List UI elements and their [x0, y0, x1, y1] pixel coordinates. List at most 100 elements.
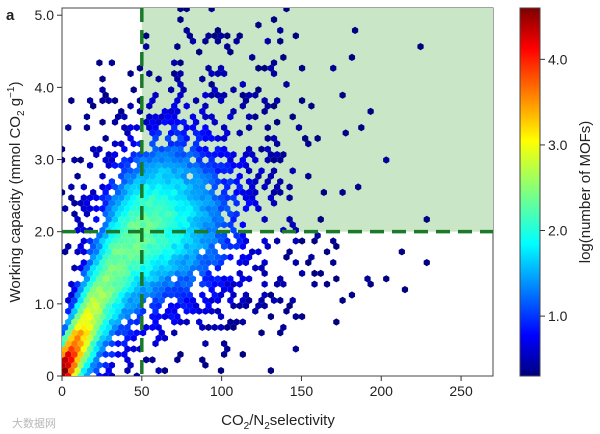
hexbin-cell [323, 280, 331, 288]
hexbin-cell [383, 275, 390, 283]
x-tick-label: 150 [290, 383, 314, 399]
hexbin-cell [86, 323, 94, 331]
hexbin-cell [146, 210, 153, 218]
hexbin-cell [133, 307, 140, 315]
hexbin-cell [164, 113, 172, 121]
hexbin-cell [174, 161, 181, 169]
hexbin-cell [252, 199, 259, 207]
hexbin-cell [270, 199, 278, 207]
hexbin-cell [96, 307, 103, 315]
hexbin-cell [130, 215, 137, 223]
hexbin-cell [239, 253, 246, 261]
hexbin-cell [161, 215, 168, 223]
hexbin-cell [239, 275, 246, 283]
hexbin-cell [239, 91, 246, 99]
hexbin-cell [270, 70, 278, 78]
hexbin-cell [152, 210, 159, 218]
hexbin-cell [90, 350, 97, 358]
hexbin-cell [189, 221, 197, 229]
hexbin-cell [239, 188, 246, 196]
hexbin-cell [83, 361, 91, 369]
hexbin-cell [127, 264, 134, 272]
hexbin-cell [189, 264, 197, 272]
hexbin-cell [99, 291, 106, 299]
hexbin-cell [339, 296, 346, 304]
hexbin-cell [124, 334, 131, 342]
hexbin-cell [133, 124, 140, 132]
hexbin-cell [274, 118, 281, 126]
hexbin-cell [242, 194, 250, 202]
hexbin-cell [174, 151, 181, 159]
hexbin-cell [158, 242, 165, 250]
hexbin-cell [118, 172, 125, 180]
hexbin-cell [133, 167, 140, 175]
hexbin-cell [146, 275, 153, 283]
hexbin-cell [208, 253, 215, 261]
hexbin-cell [102, 307, 109, 315]
hexbin-cell [115, 264, 122, 272]
hexbin-cell [152, 275, 159, 283]
hexbin-cell [317, 269, 324, 277]
hexbin-cell [221, 286, 228, 294]
hexbin-cell [158, 113, 165, 121]
hexbin-cell [174, 356, 181, 364]
hexbin-cell [90, 307, 97, 315]
hexbin-cell [258, 329, 265, 337]
hexbin-cell [174, 107, 181, 115]
hexbin-cell [242, 97, 250, 105]
hexbin-cell [270, 102, 278, 110]
hexbin-cell [149, 259, 156, 267]
hexbin-cell [211, 183, 218, 191]
hexbin-cell [158, 296, 165, 304]
hexbin-cell [208, 70, 215, 78]
hexbin-cell [183, 275, 190, 283]
hexbin-cell [224, 323, 231, 331]
hexbin-cell [127, 361, 134, 369]
hexbin-cell [86, 345, 94, 353]
hexbin-cell [152, 167, 159, 175]
hexbin-cell [146, 188, 153, 196]
hexbin-cell [267, 313, 274, 321]
hexbin-cell [236, 280, 243, 288]
hexbin-cell [83, 210, 91, 218]
hexbin-cell [202, 307, 209, 315]
hexbin-cell [146, 70, 153, 78]
x-tick-label: 0 [58, 383, 66, 399]
hexbin-cell [401, 286, 409, 294]
hexbin-cell [62, 329, 66, 337]
hexbin-cell [90, 318, 97, 326]
hexbin-cell [224, 129, 231, 137]
hexbin-cell [180, 194, 187, 202]
hexbin-cell [83, 307, 91, 315]
hexbin-cell [202, 340, 209, 348]
hexbin-cell [174, 118, 181, 126]
hexbin-cell [264, 124, 271, 132]
hexbin-cell [158, 232, 165, 240]
hexbin-cell [158, 199, 165, 207]
hexbin-cell [71, 156, 78, 164]
hexbin-cell [77, 221, 84, 229]
hexbin-cell [62, 248, 69, 256]
hexbin-cell [230, 323, 237, 331]
hexbin-cell [217, 259, 225, 267]
hexbin-cell [130, 345, 137, 353]
hexbin-cell [77, 307, 84, 315]
hexbin-cell [71, 296, 78, 304]
hexbin-cell [108, 242, 115, 250]
hexbin-cell [111, 194, 119, 202]
hexbin-cell [93, 280, 100, 288]
hexbin-cell [118, 280, 125, 288]
hexbin-cell [202, 124, 209, 132]
hexbin-cell [292, 237, 299, 245]
hexbin-cell [168, 86, 175, 94]
hexbin-cell [164, 188, 172, 196]
hexbin-cell [83, 264, 91, 272]
hexbin-cell [186, 151, 193, 159]
hexbin-cell [174, 237, 181, 245]
hexbin-cell [255, 64, 262, 72]
hexbin-cell [164, 167, 172, 175]
hexbin-cell [130, 194, 137, 202]
hexbin-cell [205, 64, 212, 72]
hexbin-cell [189, 275, 197, 283]
hexbin-cell [264, 145, 271, 153]
